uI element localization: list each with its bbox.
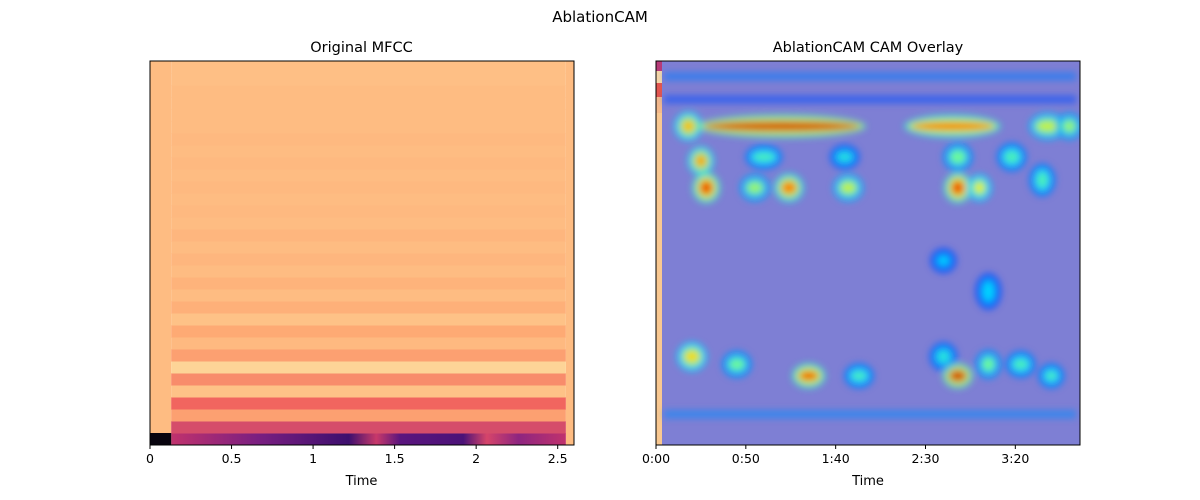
mfcc-band xyxy=(171,145,566,158)
right-x-tick-label: 3:20 xyxy=(1001,451,1029,466)
mfcc-band xyxy=(171,409,566,422)
cam-hotspot xyxy=(1004,151,1019,163)
left-x-tick-label: 1 xyxy=(309,451,317,466)
mfcc-band xyxy=(171,265,566,278)
left-xlabel: Time xyxy=(345,474,378,489)
cam-faint-row xyxy=(664,72,1076,81)
mfcc-band xyxy=(171,301,566,314)
base-strip xyxy=(656,71,662,83)
mfcc-band xyxy=(171,397,566,410)
cam-hotspot xyxy=(1036,172,1048,188)
cam-faint-row xyxy=(664,95,1076,104)
mfcc-band xyxy=(171,217,566,230)
mfcc-band xyxy=(171,121,566,134)
base-strip xyxy=(656,83,662,97)
mfcc-band-start xyxy=(150,433,172,445)
right-axes-frame xyxy=(655,60,1081,446)
trailing-region xyxy=(565,61,574,445)
cam-hotspot xyxy=(1063,121,1075,132)
left-x-tick-label: 0.5 xyxy=(222,451,242,466)
mfcc-band xyxy=(171,253,566,266)
left-x-tick-label: 2 xyxy=(472,451,480,466)
cam-hotspot xyxy=(912,123,993,130)
cam-hotspot xyxy=(974,182,984,193)
cam-hotspot xyxy=(682,120,695,133)
mfcc-band xyxy=(171,385,566,398)
mfcc-band xyxy=(171,205,566,218)
figure-suptitle: AblationCAM xyxy=(552,8,648,26)
cam-hotspot xyxy=(799,372,818,380)
cam-hotspot xyxy=(982,281,994,301)
base-strip xyxy=(656,61,662,71)
cam-hotspot xyxy=(1036,121,1059,132)
cam-hotspot xyxy=(695,155,707,167)
cam-hotspot xyxy=(729,359,745,370)
cam-hotspot xyxy=(684,350,700,363)
mfcc-heatmap xyxy=(150,61,574,446)
cam-hotspots xyxy=(664,72,1080,419)
cam-hotspot xyxy=(982,358,994,371)
mfcc-band xyxy=(171,349,566,362)
mfcc-band xyxy=(171,193,566,206)
left-x-tick-label: 1.5 xyxy=(385,451,405,466)
cam-hotspot xyxy=(837,153,852,161)
overlay-base-image xyxy=(656,61,662,445)
cam-hotspot xyxy=(937,350,950,363)
right-x-tick-label: 0:00 xyxy=(642,451,670,466)
cam-hotspot xyxy=(705,123,859,130)
mfcc-band xyxy=(171,181,566,194)
cam-hotspot xyxy=(753,153,775,161)
right-x-ticks: 0:00 0:50 1:40 2:30 3:20 xyxy=(642,445,1029,466)
cam-hotspot xyxy=(1045,372,1057,380)
mfcc-band xyxy=(171,133,566,146)
base-strip xyxy=(656,113,662,445)
cam-hotspot xyxy=(951,181,965,195)
cam-hotspot xyxy=(781,181,797,194)
mfcc-band xyxy=(171,277,566,290)
right-xlabel: Time xyxy=(851,474,884,489)
cam-hotspot xyxy=(1013,359,1028,370)
mfcc-band xyxy=(171,229,566,242)
mfcc-band xyxy=(171,109,566,122)
mfcc-band xyxy=(171,421,566,434)
mfcc-band xyxy=(171,61,566,74)
cam-faint-row xyxy=(664,410,1076,419)
mfcc-band xyxy=(171,157,566,170)
left-x-tick-label: 2.5 xyxy=(548,451,568,466)
left-axes-frame xyxy=(149,60,575,446)
cam-hotspot xyxy=(950,151,966,163)
mfcc-band xyxy=(171,73,566,86)
left-x-tick-label: 0 xyxy=(146,451,154,466)
right-x-tick-label: 1:40 xyxy=(822,451,850,466)
left-x-ticks: 0 0.5 1 1.5 2 2.5 xyxy=(146,445,568,466)
mfcc-band xyxy=(171,313,566,326)
silent-region xyxy=(150,61,172,445)
mfcc-band xyxy=(171,373,566,386)
mfcc-band xyxy=(171,97,566,110)
mfcc-band xyxy=(171,241,566,254)
cam-hotspot xyxy=(841,182,856,193)
cam-hotspot xyxy=(950,372,966,380)
base-strip xyxy=(656,97,662,113)
mfcc-band xyxy=(171,169,566,182)
left-title: Original MFCC xyxy=(310,40,412,56)
mfcc-band xyxy=(171,85,566,98)
mfcc-band xyxy=(171,361,566,374)
mfcc-band xyxy=(171,325,566,338)
right-x-tick-label: 2:30 xyxy=(911,451,939,466)
right-x-tick-label: 0:50 xyxy=(732,451,760,466)
cam-hotspot xyxy=(851,372,867,380)
mfcc-band xyxy=(171,433,566,446)
cam-hotspot xyxy=(938,256,949,265)
mfcc-band xyxy=(171,289,566,302)
cam-hotspot xyxy=(700,181,713,195)
mfcc-band xyxy=(171,337,566,350)
left-panel: Original MFCC 0 0.5 1 1.5 2 2.5 Time xyxy=(146,40,575,489)
right-panel: AblationCAM CAM Overlay 0:00 0:50 1:40 2:30… xyxy=(642,40,1081,489)
cam-hotspot xyxy=(747,182,762,193)
right-title: AblationCAM CAM Overlay xyxy=(773,40,964,56)
